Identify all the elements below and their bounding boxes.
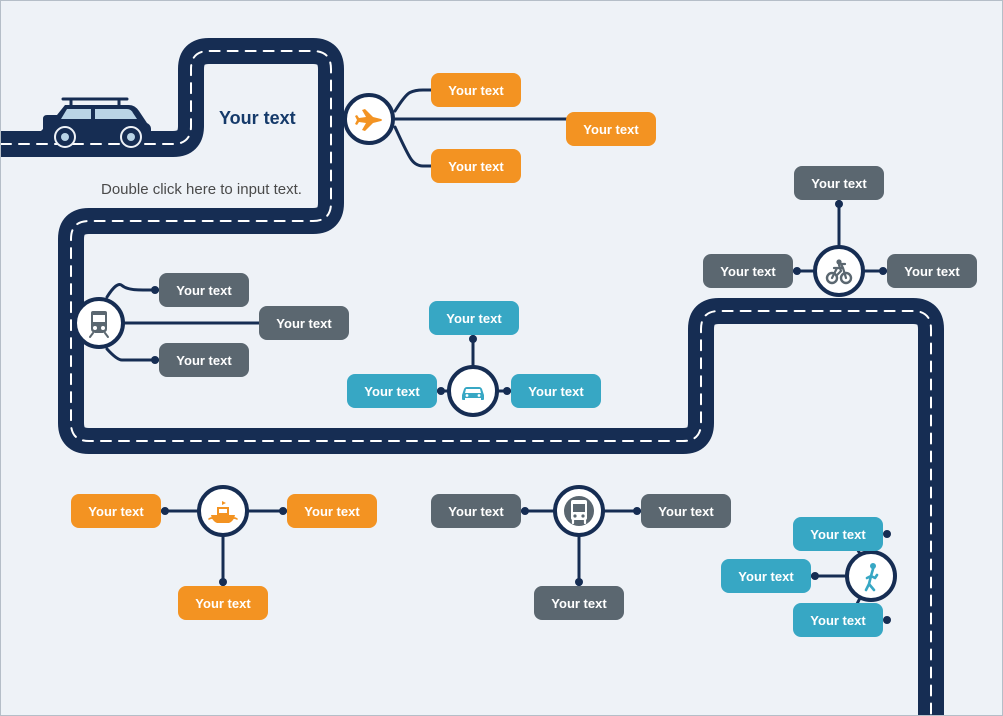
train-icon	[83, 307, 115, 339]
label-pill-text: Your text	[658, 504, 713, 519]
label-pill[interactable]: Your text	[431, 73, 521, 107]
connector-dot	[151, 286, 159, 294]
connector-dot	[793, 267, 801, 275]
label-pill[interactable]: Your text	[703, 254, 793, 288]
label-pill[interactable]: Your text	[431, 494, 521, 528]
label-pill-text: Your text	[88, 504, 143, 519]
label-pill[interactable]: Your text	[793, 603, 883, 637]
label-pill-text: Your text	[195, 596, 250, 611]
label-pill-text: Your text	[904, 264, 959, 279]
connector	[107, 349, 159, 360]
walk-node[interactable]	[845, 550, 897, 602]
connector-dot	[811, 572, 819, 580]
label-pill-text: Your text	[810, 527, 865, 542]
label-pill[interactable]: Your text	[794, 166, 884, 200]
label-pill-text: Your text	[276, 316, 331, 331]
label-pill[interactable]: Your text	[259, 306, 349, 340]
subtitle-text[interactable]: Double click here to input text.	[101, 181, 302, 198]
label-pill-text: Your text	[528, 384, 583, 399]
connector-dot	[521, 507, 529, 515]
connector-dot	[633, 507, 641, 515]
connector-dot	[279, 507, 287, 515]
connector-dot	[469, 335, 477, 343]
car-node[interactable]	[447, 365, 499, 417]
connector-dot	[883, 616, 891, 624]
label-pill[interactable]: Your text	[347, 374, 437, 408]
label-pill-text: Your text	[738, 569, 793, 584]
label-pill[interactable]: Your text	[641, 494, 731, 528]
label-pill[interactable]: Your text	[721, 559, 811, 593]
car-illustration	[31, 89, 161, 149]
label-pill[interactable]: Your text	[159, 273, 249, 307]
label-pill[interactable]: Your text	[534, 586, 624, 620]
label-pill[interactable]: Your text	[429, 301, 519, 335]
label-pill[interactable]: Your text	[793, 517, 883, 551]
connector	[395, 127, 431, 166]
label-pill-text: Your text	[448, 83, 503, 98]
connector-dot	[883, 530, 891, 538]
connector-dot	[219, 578, 227, 586]
label-pill-text: Your text	[811, 176, 866, 191]
diagram-canvas: Your text Double click here to input tex…	[0, 0, 1003, 716]
label-pill-text: Your text	[551, 596, 606, 611]
label-pill[interactable]: Your text	[887, 254, 977, 288]
connector-dot	[161, 507, 169, 515]
cycle-icon	[823, 255, 855, 287]
ship-node[interactable]	[197, 485, 249, 537]
train-node[interactable]	[73, 297, 125, 349]
label-pill-text: Your text	[176, 283, 231, 298]
connector-dot	[575, 578, 583, 586]
title-text[interactable]: Your text	[219, 108, 296, 129]
label-pill-text: Your text	[810, 613, 865, 628]
label-pill-text: Your text	[364, 384, 419, 399]
bus-node[interactable]	[553, 485, 605, 537]
label-pill-text: Your text	[304, 504, 359, 519]
ship-icon	[207, 495, 239, 527]
bus-icon	[563, 495, 595, 527]
label-pill[interactable]: Your text	[566, 112, 656, 146]
label-pill-text: Your text	[448, 504, 503, 519]
walk-icon	[855, 560, 887, 592]
car-icon	[457, 375, 489, 407]
label-pill[interactable]: Your text	[511, 374, 601, 408]
label-pill[interactable]: Your text	[178, 586, 268, 620]
label-pill[interactable]: Your text	[159, 343, 249, 377]
plane-node[interactable]	[343, 93, 395, 145]
label-pill-text: Your text	[176, 353, 231, 368]
connector-dot	[503, 387, 511, 395]
label-pill-text: Your text	[720, 264, 775, 279]
plane-icon	[353, 103, 385, 135]
connector-dot	[437, 387, 445, 395]
label-pill-text: Your text	[448, 159, 503, 174]
label-pill[interactable]: Your text	[71, 494, 161, 528]
label-pill[interactable]: Your text	[431, 149, 521, 183]
connector-dot	[151, 356, 159, 364]
connector-dot	[835, 200, 843, 208]
label-pill-text: Your text	[583, 122, 638, 137]
connector	[395, 90, 431, 111]
label-pill[interactable]: Your text	[287, 494, 377, 528]
label-pill-text: Your text	[446, 311, 501, 326]
cycle-node[interactable]	[813, 245, 865, 297]
connector-dot	[879, 267, 887, 275]
